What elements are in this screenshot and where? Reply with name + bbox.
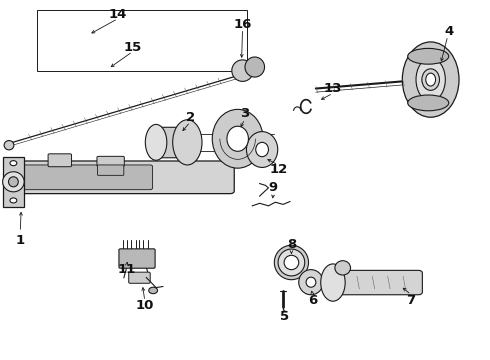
FancyBboxPatch shape <box>13 165 152 190</box>
Ellipse shape <box>2 172 24 192</box>
Text: 10: 10 <box>136 299 154 312</box>
Ellipse shape <box>335 261 350 275</box>
FancyBboxPatch shape <box>9 161 234 194</box>
Ellipse shape <box>284 255 299 270</box>
Text: 3: 3 <box>241 107 249 120</box>
Ellipse shape <box>402 42 459 117</box>
Ellipse shape <box>408 95 449 111</box>
Ellipse shape <box>278 249 305 276</box>
FancyBboxPatch shape <box>119 249 155 268</box>
Ellipse shape <box>245 57 265 77</box>
Ellipse shape <box>146 125 167 160</box>
Text: 13: 13 <box>324 82 342 95</box>
Ellipse shape <box>232 60 253 81</box>
Ellipse shape <box>422 69 440 90</box>
Ellipse shape <box>8 177 18 187</box>
FancyBboxPatch shape <box>48 154 72 167</box>
Text: 9: 9 <box>269 181 278 194</box>
Ellipse shape <box>306 277 316 287</box>
Ellipse shape <box>246 132 278 167</box>
Polygon shape <box>3 157 24 207</box>
Polygon shape <box>37 10 247 71</box>
Text: 7: 7 <box>407 294 416 307</box>
Text: 14: 14 <box>109 8 127 21</box>
Text: 11: 11 <box>118 263 136 276</box>
FancyBboxPatch shape <box>98 165 124 175</box>
Text: 2: 2 <box>186 111 195 124</box>
Ellipse shape <box>212 109 263 168</box>
Ellipse shape <box>10 198 17 203</box>
Ellipse shape <box>321 264 345 301</box>
Ellipse shape <box>408 48 449 64</box>
Text: 4: 4 <box>444 25 454 38</box>
Text: 6: 6 <box>308 294 317 307</box>
Text: 5: 5 <box>279 310 289 323</box>
Ellipse shape <box>426 73 436 86</box>
Text: 16: 16 <box>233 18 252 31</box>
Ellipse shape <box>172 120 202 165</box>
Ellipse shape <box>10 161 17 166</box>
Ellipse shape <box>4 140 14 150</box>
Ellipse shape <box>416 58 445 101</box>
FancyBboxPatch shape <box>129 272 150 283</box>
Text: 12: 12 <box>269 163 287 176</box>
FancyBboxPatch shape <box>150 127 190 158</box>
FancyBboxPatch shape <box>329 270 422 295</box>
Text: 8: 8 <box>287 238 296 251</box>
Ellipse shape <box>149 287 158 294</box>
Text: 15: 15 <box>123 41 142 54</box>
Ellipse shape <box>299 270 323 295</box>
FancyBboxPatch shape <box>97 156 124 166</box>
Ellipse shape <box>274 245 309 280</box>
Ellipse shape <box>227 126 248 151</box>
Text: 1: 1 <box>16 234 25 247</box>
Ellipse shape <box>256 142 269 157</box>
